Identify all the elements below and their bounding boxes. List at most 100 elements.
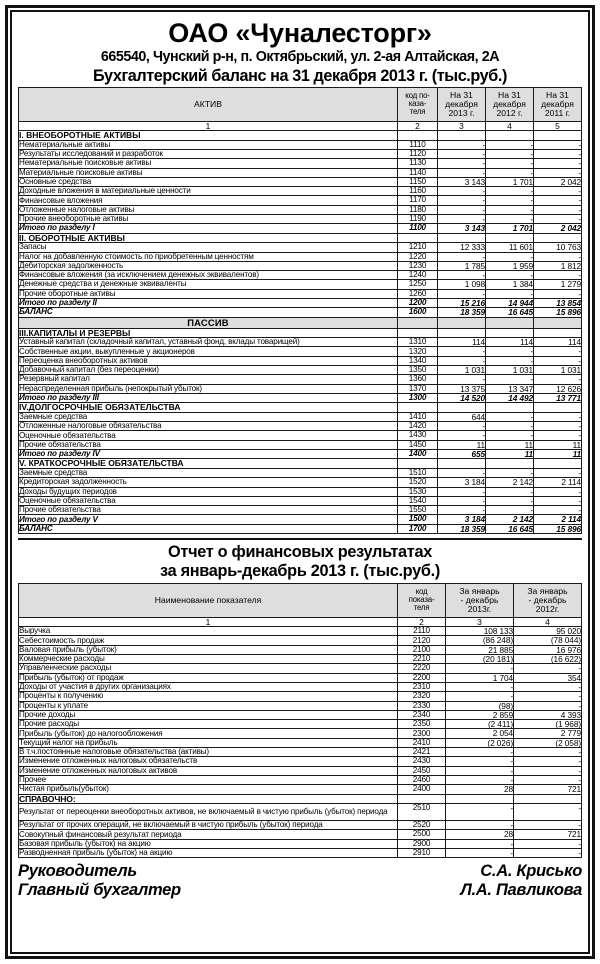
row-v2013: - xyxy=(445,765,514,776)
row-v2013: - xyxy=(445,691,514,702)
spravochno-header-row: СПРАВОЧНО: xyxy=(18,793,582,805)
column-number-row: 1 2 3 4 xyxy=(18,616,582,628)
signature-block: Руководитель С.А. Крисько Главный бухгал… xyxy=(18,861,582,900)
row-v2012: - xyxy=(485,421,534,432)
colnum-3: 3 xyxy=(437,120,486,132)
row-label: Резервный капитал xyxy=(18,374,398,385)
row-v2011: - xyxy=(533,374,582,385)
table-row: Прибыль (убыток) до налогообложения 2300 2… xyxy=(18,728,582,739)
income-statement-table: Наименование показателя код показа- теля… xyxy=(18,582,582,859)
row-label: Совокупный финансовый результат периода xyxy=(18,829,398,840)
accountant-name: Л.А. Павликова xyxy=(460,881,582,900)
table-row: Финансовые вложения (за исключением дене… xyxy=(18,270,582,281)
column-number-row: 1 2 3 4 5 xyxy=(18,120,582,132)
row-label: Коммерческие расходы xyxy=(18,654,398,665)
row-code: 1320 xyxy=(397,346,438,357)
row-label: Заемные средства xyxy=(18,467,398,479)
row-label: Результат от переоценки внеоборотных акт… xyxy=(18,803,398,822)
table-row: Изменение отложенных налоговых активов 24… xyxy=(18,765,582,776)
signature-row-director: Руководитель С.А. Крисько xyxy=(18,862,582,881)
column-header-2013: На 31 декабря 2013 г. xyxy=(437,86,486,122)
code-header-line2: каза- xyxy=(408,99,427,109)
row-v2012: 16 645 xyxy=(485,307,534,318)
row-v2013: - xyxy=(445,747,514,758)
row-v2013: (86 248) xyxy=(445,635,514,646)
row-code: 2910 xyxy=(397,847,446,859)
table-row: Разводненная прибыль (убыток) на акцию 29… xyxy=(18,847,582,859)
row-code: 1300 xyxy=(397,392,438,404)
row-label: Разводненная прибыль (убыток) на акцию xyxy=(18,847,398,859)
table-row-total: Итого по разделу I 1100 3 143 1 701 2 04… xyxy=(18,223,582,234)
row-label: Материальные поисковые активы xyxy=(18,167,398,178)
row-label: Отложенные налоговые обязательства xyxy=(18,421,398,432)
row-v2011: 10 763 xyxy=(533,242,582,253)
row-v2013: 1 031 xyxy=(437,365,486,376)
row-v2012: 114 xyxy=(485,337,534,348)
row-v2011: 2 042 xyxy=(533,223,582,234)
row-v2013: 14 520 xyxy=(437,392,486,404)
row-code: 2320 xyxy=(397,691,446,702)
row-v2012: - xyxy=(513,756,582,767)
row-code: 2120 xyxy=(397,635,446,646)
row-v2013: - xyxy=(445,681,514,693)
row-label: Финансовые вложения (за исключением дене… xyxy=(18,270,398,281)
h2011-line3: 2011 г. xyxy=(544,107,571,118)
row-v2011: - xyxy=(533,346,582,357)
row-v2012: - xyxy=(513,847,582,859)
h2012-line1: На 31 xyxy=(498,89,521,100)
row-v2011: 2 114 xyxy=(533,514,582,525)
code-header-line2: показа- xyxy=(408,595,435,605)
colnum-2: 2 xyxy=(397,120,438,132)
row-v2013: 644 xyxy=(437,411,486,423)
section-title: II. ОБОРОТНЫЕ АКТИВЫ xyxy=(18,232,398,244)
row-v2011: - xyxy=(533,167,582,178)
section-title: V. КРАТКОСРОЧНЫЕ ОБЯЗАТЕЛЬСТВА xyxy=(18,458,398,469)
h2013-line1: На 31 xyxy=(450,89,473,100)
table-row: Совокупный финансовый результат периода 2… xyxy=(18,829,582,840)
row-label: Отложенные налоговые активы xyxy=(18,204,398,216)
row-v2012: - xyxy=(513,803,582,822)
row-v2013: - xyxy=(445,756,514,767)
table-row: Отложенные налоговые обязательства 1420- -… xyxy=(18,421,582,432)
p2012-line2: - декабрь xyxy=(528,594,567,605)
table-row: В т.ч.постоянные налоговые обязательства… xyxy=(18,747,582,758)
table-row: Себестоимость продаж 2120 (86 248) (78 044) xyxy=(18,635,582,646)
table-row-total: Итого по разделу III 1300 14 520 14 492 … xyxy=(18,392,582,404)
row-v2012: - xyxy=(513,691,582,702)
column-header-period-2012: За январь - декабрь 2012г. xyxy=(513,582,582,618)
row-v2013: 3 184 xyxy=(437,514,486,525)
code-header-line1: код по- xyxy=(405,90,430,100)
income-statement-title-line2: за январь-декабрь 2013 г. (тыс.руб.) xyxy=(160,561,440,580)
row-label: Налог на добавленную стоимость по приобр… xyxy=(18,251,398,262)
passiv-header-label: ПАССИВ xyxy=(18,316,398,329)
row-v2012: - xyxy=(485,186,534,197)
table-row: Заемные средства 1410 644- - xyxy=(18,411,582,423)
row-v2013: - xyxy=(445,663,514,674)
table-row: Прибыль (убыток) от продаж 2200 1 704 354 xyxy=(18,672,582,683)
row-label: Прибыль (убыток) до налогообложения xyxy=(18,728,398,739)
row-v2013: 1 098 xyxy=(437,279,486,290)
table-row-balance-asset: БАЛАНС 1600 18 359 16 645 15 896 xyxy=(18,307,582,318)
row-code: 1140 xyxy=(397,167,438,178)
row-v2012: - xyxy=(485,148,534,160)
row-label: Доходные вложения в материальные ценност… xyxy=(18,186,398,197)
section-v2013 xyxy=(437,130,486,141)
table-row: Уставный капитал (складочный капитал, ус… xyxy=(18,337,582,348)
row-label: Базовая прибыль (убыток) на акцию xyxy=(18,838,398,850)
column-header-2011: На 31 декабря 2011 г. xyxy=(533,86,582,122)
row-v2011: - xyxy=(533,158,582,169)
p2012-line1: За январь xyxy=(527,586,568,597)
row-v2012: - xyxy=(485,486,534,497)
table-row: Прочие обязательства 1550- - - xyxy=(18,505,582,516)
row-v2013: 28 xyxy=(445,829,514,840)
row-v2012: 1 701 xyxy=(485,176,534,188)
row-v2013: (98) xyxy=(445,700,514,711)
row-v2011: - xyxy=(533,430,582,441)
row-v2013: - xyxy=(437,486,486,497)
table-row: Собственные акции, выкупленные у акционе… xyxy=(18,346,582,357)
h2011-line2: декабря xyxy=(541,98,574,109)
column-header-asset: АКТИВ xyxy=(18,86,398,122)
row-v2012: - xyxy=(485,411,534,423)
row-label: Изменение отложенных налоговых обязатель… xyxy=(18,756,398,767)
row-v2013: - xyxy=(437,374,486,385)
